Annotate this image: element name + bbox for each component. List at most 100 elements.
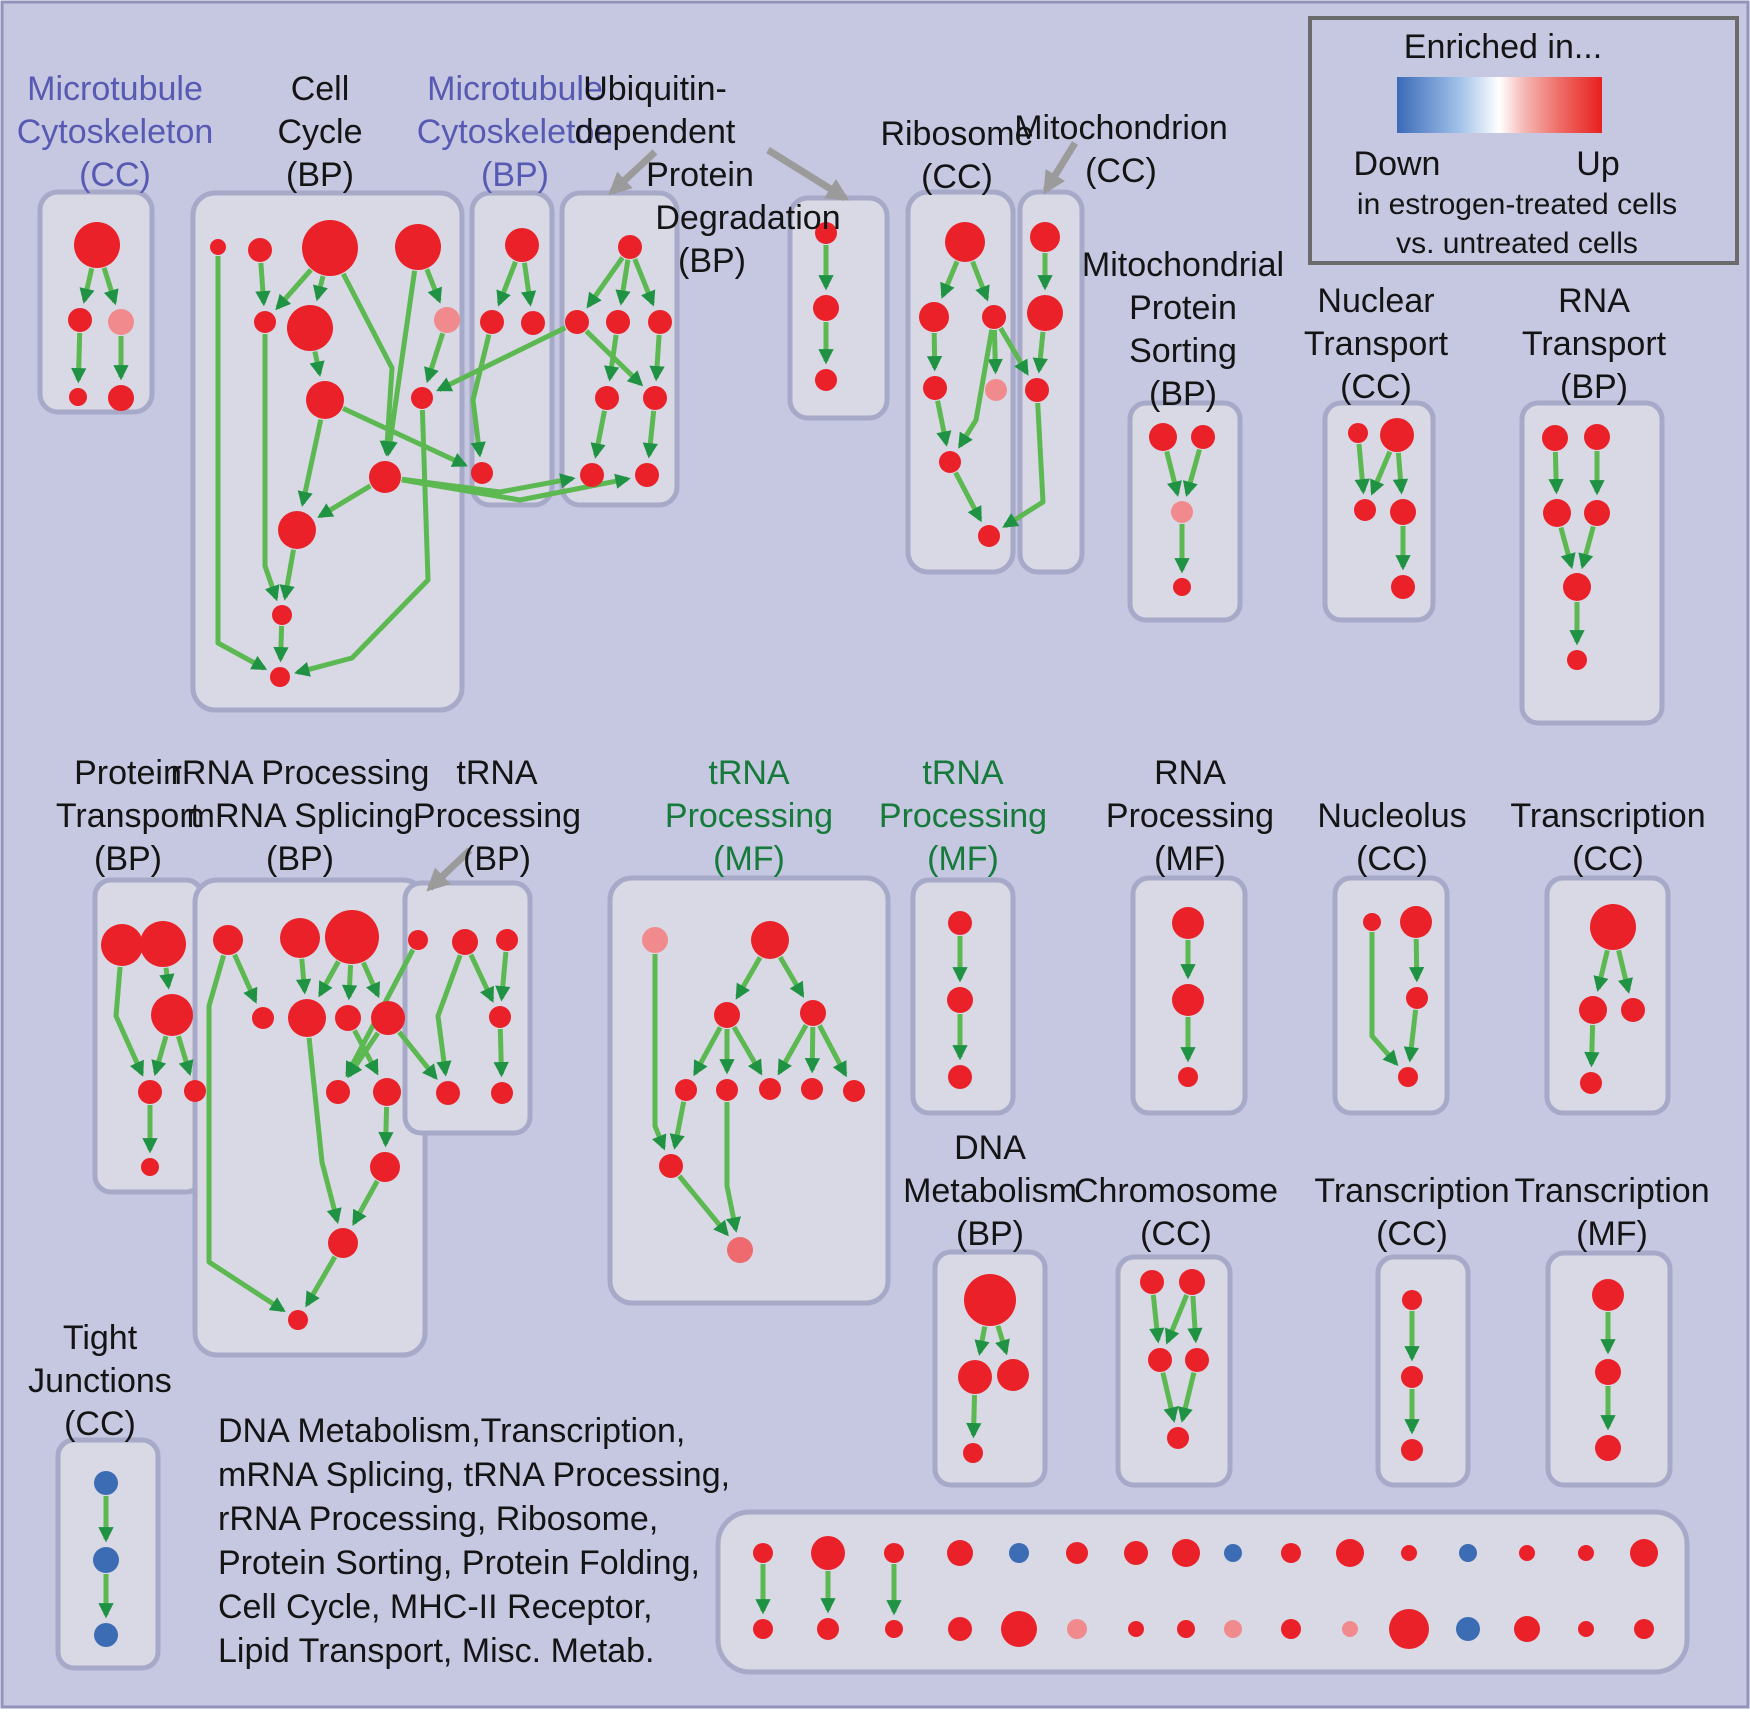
transcription-mf-label: Transcription [1514, 1172, 1709, 1210]
go-term-node [370, 1152, 400, 1182]
go-term-node [1172, 907, 1204, 939]
go-term-node [1456, 1617, 1480, 1641]
go-term-node [884, 1543, 904, 1563]
edge-arrow [341, 964, 358, 1001]
tight-junctions-cc-label: Tight [63, 1319, 138, 1357]
go-term-node [1590, 904, 1636, 950]
edge-arrow [495, 951, 511, 1002]
go-term-node [1009, 1543, 1029, 1563]
edge-arrow [215, 256, 268, 671]
transcription-cc-low-label: Transcription [1314, 1172, 1509, 1210]
go-term-node [1354, 499, 1376, 521]
go-term-node [252, 1007, 274, 1029]
go-term-node [580, 463, 604, 487]
edge-arrow [735, 956, 763, 1000]
edge-arrow [424, 332, 446, 384]
trna-processing-mf-large-box [607, 875, 891, 1306]
go-term-node [326, 1080, 350, 1104]
go-term-node [753, 1619, 773, 1639]
go-term-node [1398, 1067, 1418, 1087]
go-term-node [1389, 1609, 1429, 1649]
edge-arrow [309, 350, 325, 377]
go-term-node [74, 222, 120, 268]
ubiquitin-dependent-protein-degradation-bp-label: (BP) [678, 242, 746, 280]
rna-processing-mf-label: Processing [1106, 797, 1274, 835]
nuclear-transport-box [1322, 400, 1436, 623]
rrna-processing-mrna-splicing-bp-label: mRNA Splicing [187, 797, 414, 835]
go-term-node [93, 1547, 119, 1573]
go-term-node [210, 239, 226, 255]
go-term-node [817, 1618, 839, 1640]
go-term-node [452, 929, 478, 955]
edge-arrow [470, 334, 492, 458]
go-term-node [1630, 1539, 1658, 1567]
edge-arrow [615, 259, 631, 306]
trna-processing-mf-small-label: (MF) [927, 840, 999, 878]
dna-metabolism-bp-label: DNA [954, 1129, 1026, 1167]
go-term-node [328, 1228, 358, 1258]
go-term-node [141, 1158, 159, 1176]
nuclear-transport-cc-label: (CC) [1340, 368, 1412, 406]
go-term-node [978, 525, 1000, 547]
legend-title: Enriched in... [1404, 28, 1602, 66]
label-pointer-arrow [1043, 141, 1078, 195]
go-term-node [1172, 984, 1204, 1016]
go-term-node [287, 305, 333, 351]
edge-arrow [436, 325, 567, 392]
edge-arrow [1578, 525, 1596, 570]
go-term-node [1592, 1279, 1624, 1311]
edge-arrow [777, 1023, 809, 1076]
edge-arrow [279, 549, 296, 601]
go-term-node [101, 924, 143, 966]
edge-arrow [176, 1035, 194, 1077]
go-term-node [815, 222, 837, 244]
go-term-node [1342, 1621, 1358, 1637]
go-term-node [1400, 906, 1432, 938]
dna-metabolism-bp-label: (BP) [956, 1215, 1024, 1253]
microtubule-cytoskeleton-cc-label: Cytoskeleton [17, 113, 214, 151]
go-term-node [1025, 378, 1049, 402]
go-term-node [213, 925, 243, 955]
transcription-cc-low-box [1375, 1254, 1471, 1488]
transcription-mf-label: (MF) [1576, 1215, 1648, 1253]
go-term-node [618, 235, 642, 259]
chromosome-cc-label: Chromosome [1074, 1172, 1278, 1210]
cell-cycle-bp-label: (BP) [286, 156, 354, 194]
go-term-node [1390, 499, 1416, 525]
go-term-node [140, 921, 186, 967]
edge-arrow [926, 332, 943, 372]
edge-arrow [1369, 932, 1399, 1067]
go-term-node [1542, 425, 1568, 451]
go-term-node [94, 1623, 118, 1647]
go-term-node [496, 929, 518, 951]
edge-arrow [1408, 938, 1425, 983]
go-term-node [1578, 1621, 1594, 1637]
edge-arrow [435, 954, 463, 1077]
go-term-node [1595, 1359, 1621, 1385]
edge-arrow [347, 1031, 380, 1079]
edge-arrow [342, 406, 468, 468]
edge-arrow [275, 268, 313, 311]
rna-transport-box [1519, 400, 1665, 726]
go-term-node [1172, 1539, 1200, 1567]
legend-gradient-bar [1397, 77, 1602, 133]
go-term-node [1191, 425, 1215, 449]
edge-arrow [1584, 1024, 1600, 1068]
go-term-node [108, 309, 134, 335]
go-term-node [1578, 1545, 1594, 1561]
go-term-node [325, 910, 379, 964]
mitochondrial-protein-sorting-bp-label: Mitochondrial [1082, 246, 1284, 284]
microtubule-cytoskeleton-bp-label: (BP) [481, 156, 549, 194]
edge-arrow [649, 334, 665, 382]
edge-arrow [71, 332, 87, 384]
edge-arrow [79, 267, 95, 304]
rna-processing-mf-label: (MF) [1154, 840, 1226, 878]
go-term-node [1363, 913, 1381, 931]
edge-arrow [1149, 1294, 1165, 1344]
go-term-node [1563, 573, 1591, 601]
go-term-node [642, 927, 668, 953]
go-term-node [1173, 578, 1191, 596]
legend-box [1308, 16, 1739, 265]
go-term-node [408, 930, 428, 950]
